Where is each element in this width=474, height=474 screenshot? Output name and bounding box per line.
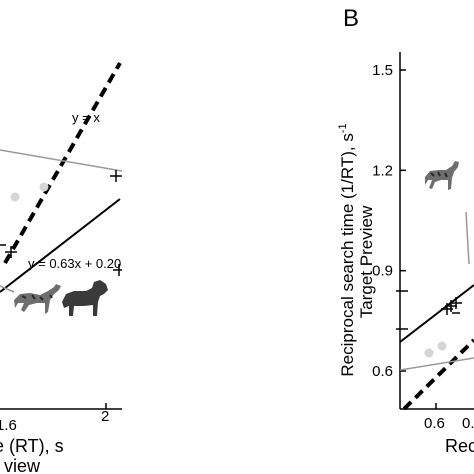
x-axis-label-a-line2: view: [4, 456, 41, 474]
plus-point: [5, 246, 17, 258]
identity-line-b: [402, 338, 474, 410]
y-axis-label-b-line2: Target Preview: [357, 205, 376, 318]
reference-line-b-upper: [465, 211, 470, 265]
reference-line-b: [399, 357, 474, 371]
fit-line-label: y = 0.63x + 0.20: [28, 256, 121, 271]
y-tick-label: 1.5: [372, 62, 393, 79]
plus-point: [450, 297, 462, 309]
greyhound-image: [14, 284, 61, 314]
reference-line-a: [0, 149, 122, 172]
plus-point: [113, 264, 122, 276]
gray-point: [39, 182, 49, 192]
fit-line-b: [399, 284, 474, 343]
gray-point: [10, 192, 20, 202]
reference-line-a-lower: [0, 285, 15, 293]
identity-line-label: y = x: [72, 110, 100, 125]
x-tick-label-b: 0.6: [424, 415, 445, 432]
y-tick-label: 1.2: [372, 162, 393, 179]
y-axis-label-b: Reciprocal search time (1/RT), s-1: [337, 123, 357, 376]
x-tick-label-b: 0.6: [462, 415, 474, 432]
y-ticks-b: 0.6 0.9 1.2 1.5: [372, 62, 406, 380]
panel-b: B Reciprocal search time (1/RT), s-1 Tar…: [337, 5, 474, 456]
x-tick-label-a: 2: [101, 408, 109, 425]
y-tick-label: 0.6: [372, 363, 393, 380]
gray-point: [424, 348, 434, 358]
x-axis-label-b: Rec: [445, 436, 474, 456]
y-tick-label: 0.9: [372, 263, 393, 280]
x-tick-label-a: 1.6: [0, 417, 17, 434]
panel-letter-b: B: [343, 5, 359, 32]
plus-point: [110, 170, 122, 182]
panel-a: y = x y = 0.63x + 0.20 1.6 2 e (RT), s v…: [0, 62, 122, 474]
identity-line-a: [3, 62, 122, 264]
retriever-image: [62, 280, 108, 316]
greyhound-image: [425, 161, 459, 190]
fit-line-a: [0, 198, 121, 293]
plus-point: [445, 300, 457, 312]
gray-point: [437, 341, 447, 351]
x-axis-label-a: e (RT), s: [0, 436, 64, 456]
